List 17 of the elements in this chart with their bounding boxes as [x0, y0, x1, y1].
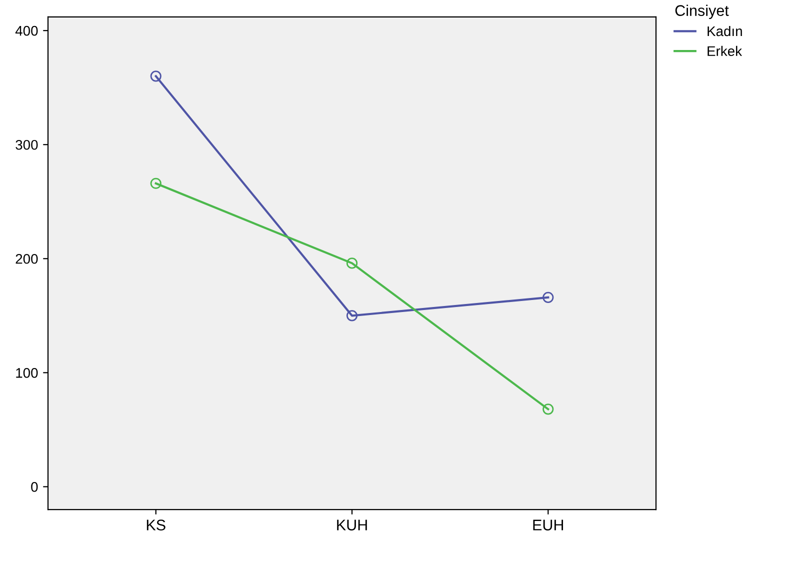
y-tick-label: 300: [16, 140, 38, 150]
legend-title: Cinsiyet: [675, 4, 729, 19]
point: [150, 178, 162, 189]
legend-label: Kadın: [708, 26, 742, 36]
y-tick-label: 400: [15, 26, 38, 36]
x-tick-label: EUH: [533, 520, 564, 530]
point: [346, 310, 358, 322]
x-tick-label: KUH: [337, 520, 367, 530]
y-tick-label: 0: [31, 482, 38, 492]
y-tick-label: 100: [16, 368, 38, 378]
point: [346, 258, 358, 269]
y-tick-label: 200: [16, 254, 38, 264]
point: [150, 70, 162, 82]
point: [542, 404, 554, 415]
point: [542, 292, 554, 303]
x-tick-label: KS: [146, 520, 166, 530]
legend-label: Erkek: [708, 46, 742, 56]
